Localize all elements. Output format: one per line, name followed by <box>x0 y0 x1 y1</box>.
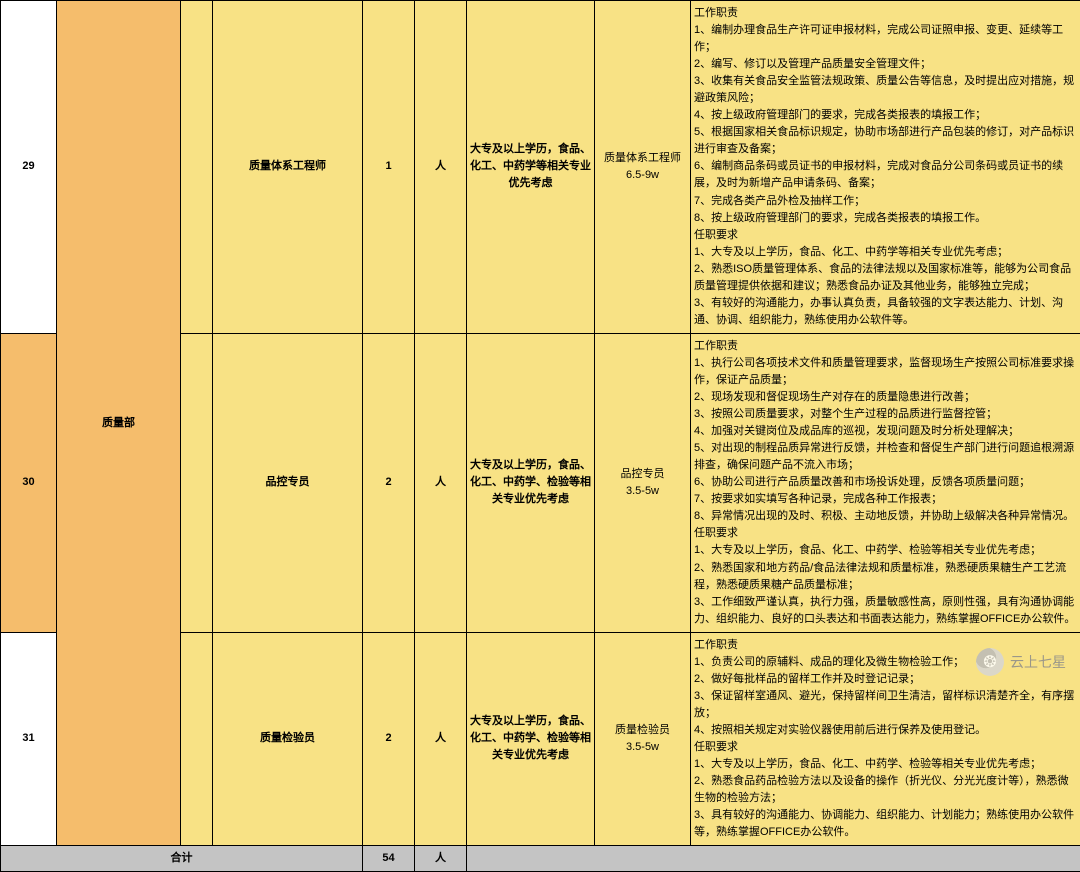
salary: 质量体系工程师6.5-9w <box>595 1 691 334</box>
recruitment-table: 29质量部质量体系工程师1人大专及以上学历，食品、化工、中药学等相关专业优先考虑… <box>0 0 1080 872</box>
education-req: 大专及以上学历，食品、化工、中药学等相关专业优先考虑 <box>467 1 595 334</box>
position-name: 质量体系工程师 <box>213 1 363 334</box>
row-number: 29 <box>1 1 57 334</box>
headcount: 2 <box>363 632 415 846</box>
job-description: 工作职责1、执行公司各项技术文件和质量管理要求，监督现场生产按照公司标准要求操作… <box>691 333 1080 632</box>
total-tail <box>467 846 1080 872</box>
salary: 品控专员3.5-5w <box>595 333 691 632</box>
total-row: 合计54人 <box>1 846 1080 872</box>
education-req: 大专及以上学历，食品、化工、中药学、检验等相关专业优先考虑 <box>467 333 595 632</box>
pad-cell <box>181 1 213 334</box>
job-description: 工作职责1、负责公司的原辅料、成品的理化及微生物检验工作；2、做好每批样品的留样… <box>691 632 1080 846</box>
job-description: 工作职责1、编制办理食品生产许可证申报材料，完成公司证照申报、变更、延续等工作；… <box>691 1 1080 334</box>
salary: 质量检验员3.5-5w <box>595 632 691 846</box>
total-count: 54 <box>363 846 415 872</box>
education-req: 大专及以上学历，食品、化工、中药学、检验等相关专业优先考虑 <box>467 632 595 846</box>
headcount: 1 <box>363 1 415 334</box>
pad-cell <box>181 632 213 846</box>
headcount: 2 <box>363 333 415 632</box>
position-name: 品控专员 <box>213 333 363 632</box>
total-label: 合计 <box>1 846 363 872</box>
table-row: 29质量部质量体系工程师1人大专及以上学历，食品、化工、中药学等相关专业优先考虑… <box>1 1 1080 334</box>
pad-cell <box>181 333 213 632</box>
unit: 人 <box>415 632 467 846</box>
unit: 人 <box>415 1 467 334</box>
unit: 人 <box>415 333 467 632</box>
dept-label: 质量部 <box>57 1 181 846</box>
row-number: 30 <box>1 333 57 632</box>
total-unit: 人 <box>415 846 467 872</box>
position-name: 质量检验员 <box>213 632 363 846</box>
row-number: 31 <box>1 632 57 846</box>
